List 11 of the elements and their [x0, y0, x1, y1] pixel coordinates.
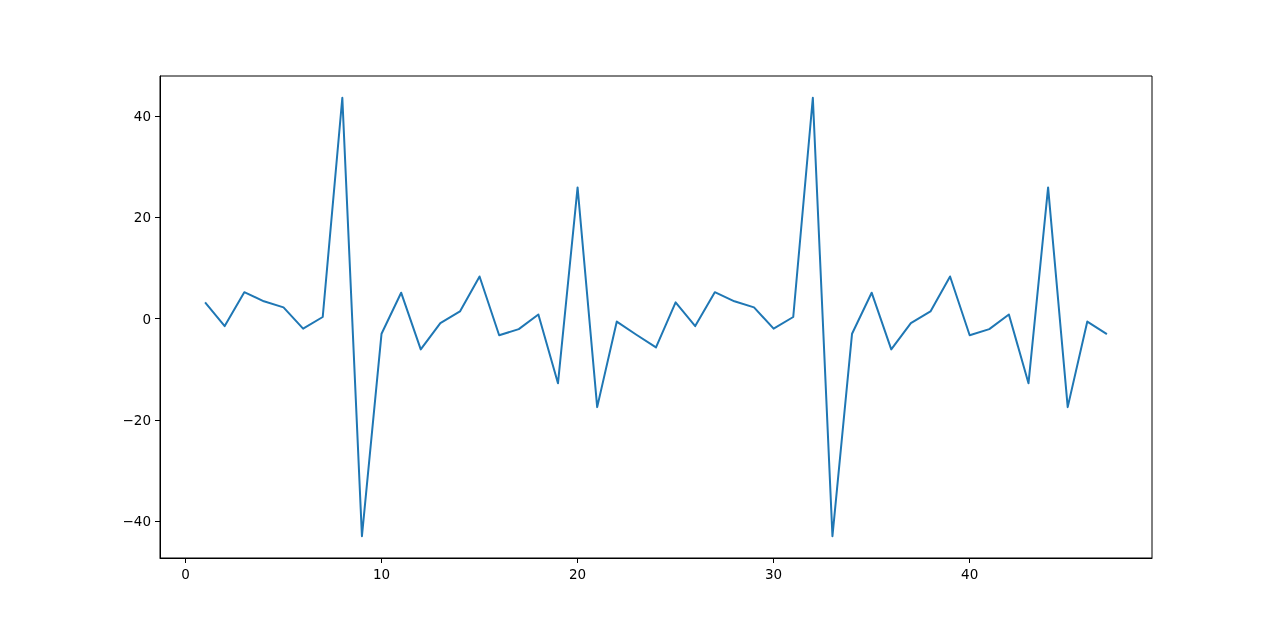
y-tick-label: −20: [122, 411, 151, 428]
x-tick-label: 30: [765, 566, 783, 582]
line-series: [204, 96, 1108, 538]
y-tick-label: 0: [142, 310, 151, 327]
x-tick-label: 20: [568, 566, 587, 582]
y-tick-label: −40: [122, 513, 151, 530]
x-tick-label: 0: [181, 566, 190, 582]
x-tick-label: 10: [372, 566, 391, 582]
y-tick-label: 40: [133, 108, 151, 124]
y-tick-label: 20: [133, 209, 151, 226]
x-tick-label: 40: [961, 566, 979, 582]
